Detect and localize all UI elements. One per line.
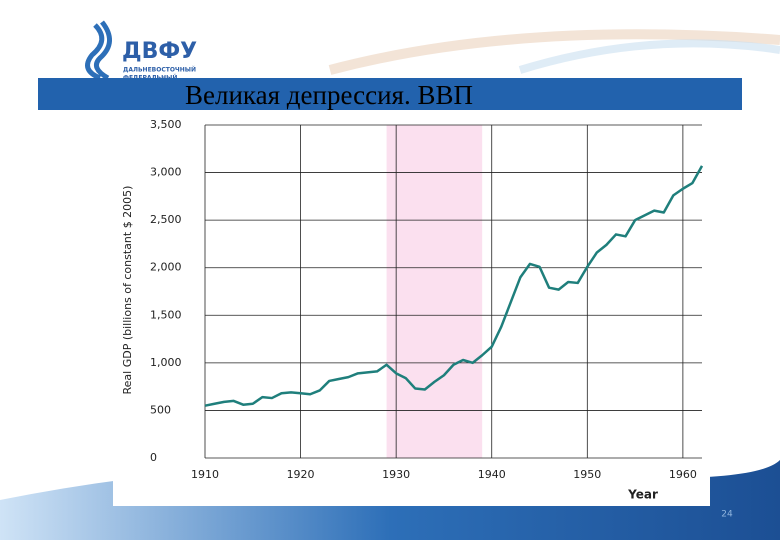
y-tick-label: 2,500 xyxy=(150,213,182,226)
x-tick-label: 1920 xyxy=(287,468,315,481)
logo-mark xyxy=(85,20,112,81)
title-bar xyxy=(38,78,742,110)
y-tick-label: 3,500 xyxy=(150,118,182,131)
top-swoosh xyxy=(518,39,780,74)
x-tick-label: 1960 xyxy=(669,468,697,481)
shaded-period xyxy=(386,125,483,458)
logo-subtext: ФЕДЕРАЛЬНЫЙ xyxy=(123,74,177,82)
y-tick-label: 1,000 xyxy=(150,356,182,369)
data-line xyxy=(204,165,704,407)
logo-text: ДВФУ xyxy=(122,39,197,64)
x-tick-label: 1940 xyxy=(478,468,506,481)
y-axis-label: Real GDP (billions of constant $ 2005) xyxy=(121,186,134,395)
plot: 0 500 1,000 1,500 2,000 2,500 3,000 3,500 1910 19… xyxy=(121,118,704,502)
y-tick-label: 2,000 xyxy=(150,261,182,274)
y-tick-label: 1,500 xyxy=(150,308,182,321)
logo-subtext: ДАЛЬНЕВОСТОЧНЫЙ xyxy=(123,66,196,74)
y-tick-label: 500 xyxy=(150,403,171,416)
y-tick-label: 0 xyxy=(150,451,157,464)
y-tick-label: 3,000 xyxy=(150,166,182,179)
x-tick-label: 1930 xyxy=(382,468,410,481)
slide-title: Великая депрессия. ВВП xyxy=(185,80,473,110)
x-tick-label: 1910 xyxy=(191,468,219,481)
top-swoosh xyxy=(328,29,780,75)
slide-number: 24 xyxy=(721,510,733,520)
x-axis-label: Year xyxy=(627,488,658,502)
x-tick-label: 1950 xyxy=(573,468,601,481)
